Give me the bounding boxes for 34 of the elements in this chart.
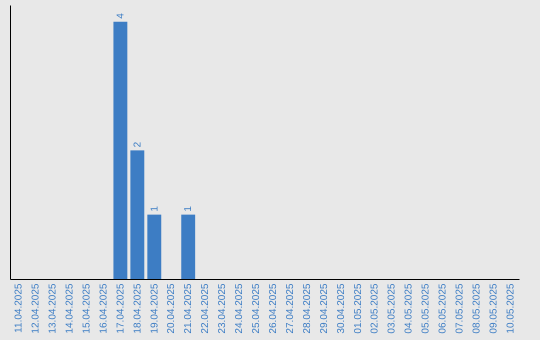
x-tick-label: 26.04.2025 — [268, 283, 279, 334]
x-tick-label: 16.04.2025 — [98, 283, 110, 334]
x-tick-label: 09.05.2025 — [488, 283, 500, 334]
x-tick-label: 03.05.2025 — [386, 283, 398, 334]
x-tick-label: 04.05.2025 — [404, 283, 415, 334]
x-tick-label: 07.05.2025 — [454, 283, 466, 334]
x-tick-label: 29.04.2025 — [318, 283, 330, 334]
x-tick-label: 25.04.2025 — [251, 283, 262, 334]
x-tick-label: 24.04.2025 — [234, 283, 246, 334]
data-label: 1 — [149, 206, 160, 212]
x-tick-label: 11.04.2025 — [14, 283, 25, 333]
data-label: 4 — [115, 12, 126, 19]
x-tick-label: 12.04.2025 — [30, 283, 42, 334]
x-tick-label: 27.04.2025 — [284, 283, 296, 334]
x-tick-label: 01.05.2025 — [352, 283, 364, 334]
data-label: 1 — [183, 206, 194, 212]
x-tick-label: 06.05.2025 — [438, 283, 449, 334]
x-tick-label: 13.04.2025 — [48, 283, 59, 334]
x-tick-label: 21.04.2025 — [183, 283, 194, 334]
x-tick-label: 02.05.2025 — [370, 283, 381, 334]
x-tick-label: 28.04.2025 — [302, 283, 313, 334]
x-tick-label: 23.04.2025 — [217, 283, 228, 334]
x-tick-label: 17.04.2025 — [115, 283, 126, 334]
x-tick-label: 05.05.2025 — [420, 283, 432, 334]
x-tick-label: 15.04.2025 — [81, 283, 92, 334]
data-label: 2 — [132, 141, 144, 148]
x-tick-label: 22.04.2025 — [200, 283, 212, 334]
x-tick-label: 20.04.2025 — [166, 283, 178, 334]
x-tick-label: 30.04.2025 — [336, 283, 347, 334]
x-tick-label: 08.05.2025 — [471, 283, 482, 334]
x-tick-label: 19.04.2025 — [149, 283, 160, 334]
x-tick-label: 10.05.2025 — [505, 283, 516, 334]
x-tick-label: 14.04.2025 — [64, 283, 76, 334]
x-tick-label: 18.04.2025 — [132, 283, 144, 334]
